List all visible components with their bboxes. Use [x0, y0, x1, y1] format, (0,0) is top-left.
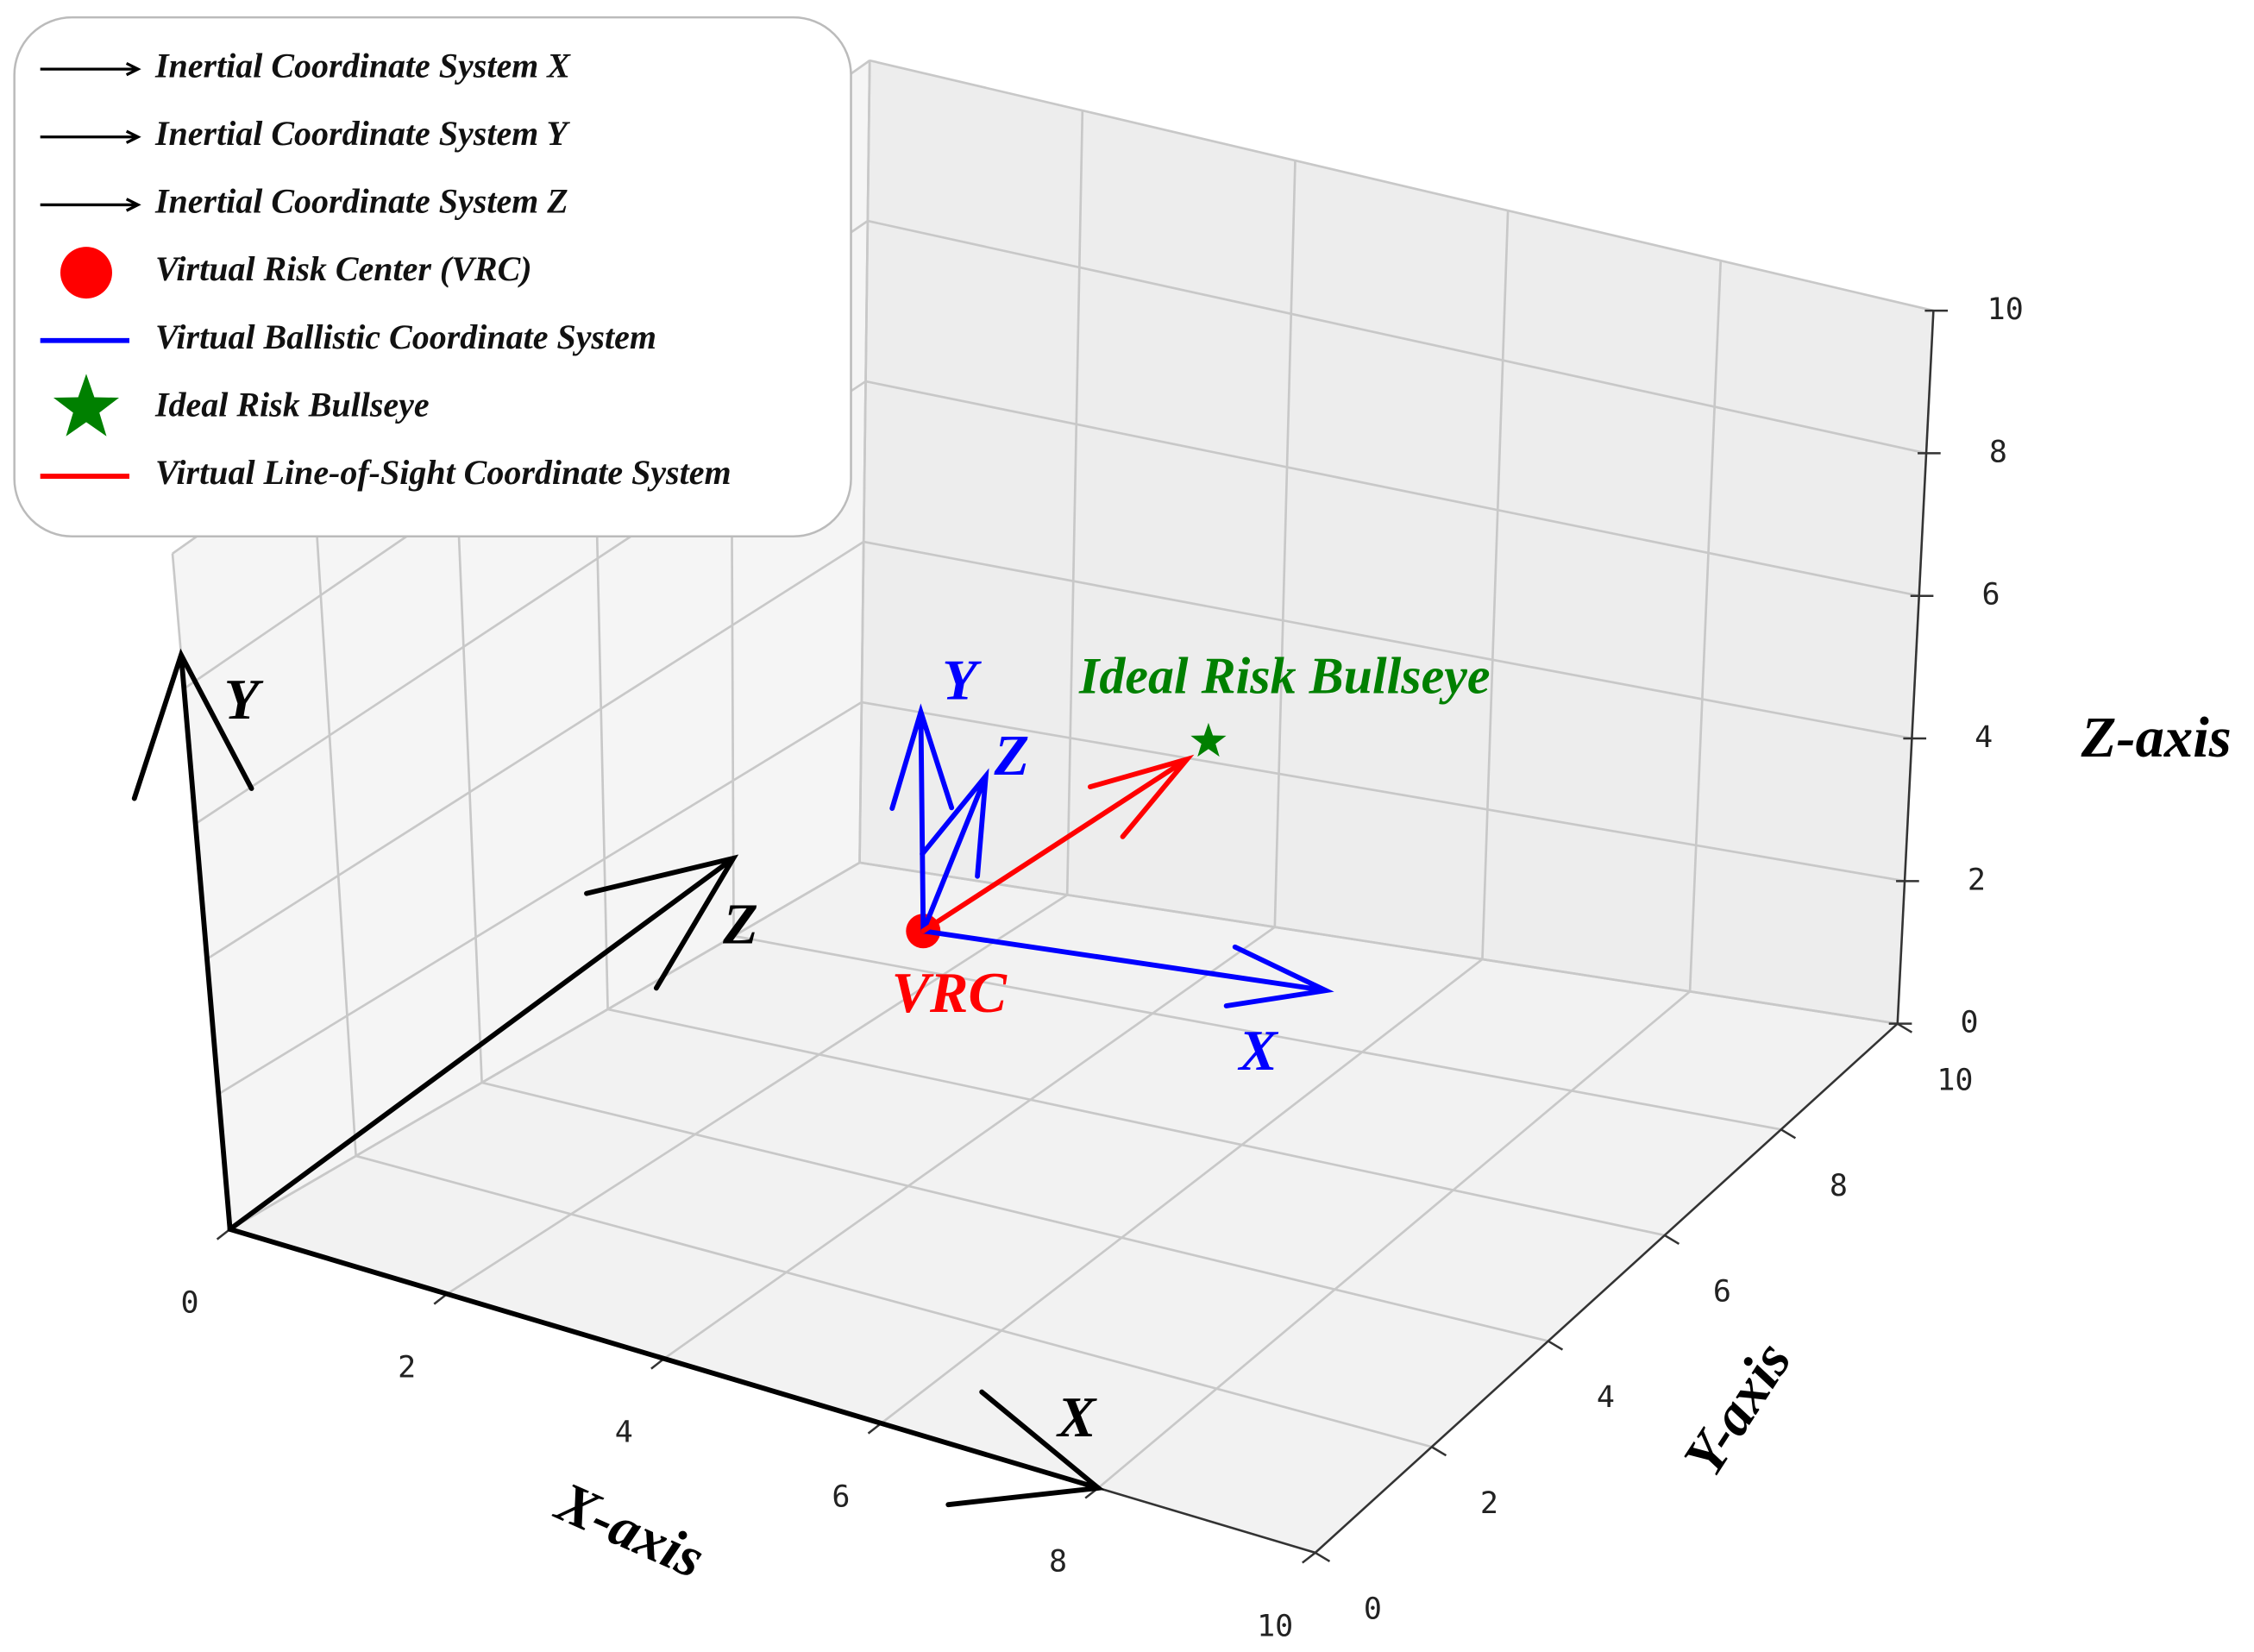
- grid-line: [217, 700, 863, 1096]
- y-tick: [1548, 1340, 1564, 1351]
- y-tick: [1780, 1128, 1797, 1140]
- y-tick-label: 8: [1830, 1169, 1848, 1203]
- grid-line: [663, 926, 1276, 1360]
- x-tick-label: 4: [615, 1416, 633, 1450]
- y-tick: [1664, 1234, 1680, 1246]
- arrow: [920, 928, 1334, 1008]
- legend-label: Inertial Coordinate System Z: [154, 182, 568, 221]
- grid-line: [863, 540, 1912, 740]
- grid-line: [861, 700, 1906, 883]
- z-axis-line: [1896, 311, 1935, 1024]
- grid-line: [867, 219, 1927, 455]
- x-tick-label: 8: [1049, 1545, 1067, 1580]
- arrow: [920, 754, 1195, 934]
- grid-line: [1273, 160, 1297, 927]
- grid-line: [1097, 990, 1691, 1489]
- legend-label: Inertial Coordinate System X: [154, 46, 571, 85]
- x-tick: [1302, 1551, 1316, 1564]
- arrow-label: X: [1056, 1386, 1097, 1449]
- y-axis-line: [1314, 1022, 1899, 1554]
- arrow: [131, 648, 254, 1232]
- y-tick-label: 2: [1480, 1486, 1498, 1521]
- grid-line: [1065, 110, 1084, 895]
- point-label: Ideal Risk Bullseye: [1078, 647, 1491, 704]
- grid-line: [733, 934, 1781, 1131]
- y-tick: [1897, 1022, 1913, 1033]
- legend-marker: [40, 198, 141, 212]
- grid-line: [446, 894, 1068, 1296]
- point-label: VRC: [892, 962, 1008, 1025]
- legend-label: Virtual Line-of-Sight Coordinate System: [155, 453, 731, 492]
- grid-line: [869, 59, 1934, 312]
- grid-line: [607, 1008, 1666, 1237]
- y-tick-label: 4: [1597, 1380, 1615, 1415]
- grid-line: [1688, 261, 1723, 992]
- x-tick-label: 0: [180, 1286, 198, 1321]
- legend-label: Inertial Coordinate System Y: [154, 114, 571, 153]
- point: [1190, 722, 1227, 757]
- x-tick: [216, 1228, 231, 1241]
- z-tick-label: 4: [1975, 720, 1993, 755]
- arrow: [227, 1227, 1105, 1508]
- arrow-label: Z: [722, 894, 758, 957]
- y-axis-label: Y-axis: [1672, 1331, 1804, 1487]
- arrow-label: Y: [224, 669, 264, 732]
- arrow-label: Z: [993, 725, 1029, 788]
- z-tick-label: 2: [1968, 863, 1986, 897]
- axes: [171, 59, 1949, 1564]
- arrow: [920, 768, 989, 934]
- y-tick-label: 6: [1713, 1275, 1731, 1310]
- arrow: [889, 703, 955, 934]
- x-tick-label: 6: [832, 1480, 850, 1515]
- arrow-label: X: [1237, 1020, 1278, 1083]
- x-tick-label: 2: [398, 1351, 416, 1385]
- y-tick-label: 10: [1937, 1063, 1973, 1097]
- grid-line: [355, 1154, 1433, 1448]
- arrow-label: Y: [942, 650, 982, 713]
- x-tick-label: 10: [1257, 1610, 1293, 1644]
- back-pane: [858, 60, 1935, 1025]
- legend-marker: [40, 129, 141, 144]
- legend-marker: [60, 247, 112, 299]
- z-tick-label: 0: [1961, 1006, 1979, 1040]
- x-axis-label: X-axis: [546, 1470, 713, 1591]
- grid-line: [206, 540, 864, 960]
- z-tick-label: 6: [1982, 578, 2000, 612]
- y-tick-label: 0: [1364, 1592, 1382, 1627]
- z-tick-label: 8: [1989, 435, 2007, 469]
- legend-box: [13, 16, 852, 537]
- legend-label: Virtual Ballistic Coordinate System: [155, 317, 656, 356]
- arrow: [227, 854, 739, 1232]
- y-tick: [1431, 1446, 1447, 1457]
- grid-line: [880, 958, 1484, 1424]
- grid-line: [859, 861, 1898, 1025]
- z-axis-label: Z-axis: [2081, 707, 2232, 769]
- z-tick-label: 10: [1987, 292, 2024, 327]
- grid-line: [1481, 210, 1510, 960]
- grid-line: [229, 861, 861, 1231]
- y-tick: [1315, 1551, 1331, 1562]
- legend-marker: [40, 61, 141, 77]
- legend-label: Ideal Risk Bullseye: [154, 386, 430, 424]
- grid-line: [865, 380, 1919, 598]
- legend-marker: [53, 374, 120, 437]
- legend-label: Virtual Risk Center (VRC): [155, 249, 532, 288]
- grid-line: [858, 60, 871, 864]
- grid-line: [481, 1081, 1549, 1342]
- legend: Inertial Coordinate System X Inertial Coo…: [13, 16, 852, 537]
- grid-line: [311, 455, 357, 1157]
